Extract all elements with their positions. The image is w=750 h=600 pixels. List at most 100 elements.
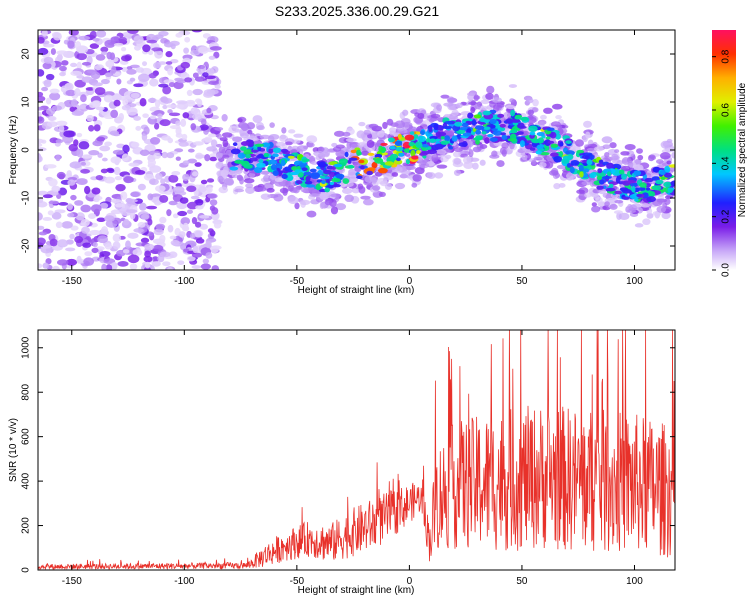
noise-blob [112, 149, 125, 155]
ridge-blob [519, 140, 525, 148]
noise-blob [80, 204, 92, 213]
noise-blob [38, 47, 49, 56]
halo-blob [581, 181, 592, 186]
noise-blob [45, 73, 55, 81]
halo-blob [362, 198, 374, 206]
ridge-blob [396, 157, 401, 162]
snr-ytick-label: 400 [21, 472, 32, 489]
ridge-blob [272, 147, 282, 154]
noise-blob [125, 197, 133, 204]
noise-blob [70, 70, 83, 76]
halo-blob [531, 107, 539, 113]
noise-blob [38, 263, 43, 269]
noise-blob [91, 247, 99, 254]
spectrogram-ytick-label: 0 [21, 147, 32, 153]
noise-blob [166, 267, 173, 270]
noise-blob [186, 89, 193, 97]
noise-blob [172, 213, 179, 219]
ridge-blob [240, 141, 250, 146]
ridge-blob [380, 161, 386, 166]
halo-blob [467, 140, 474, 148]
halo-blob [462, 156, 472, 164]
noise-blob [91, 82, 103, 87]
halo-blob [661, 211, 671, 220]
noise-blob [95, 54, 106, 61]
noise-blob [186, 209, 193, 214]
noise-blob [113, 42, 124, 47]
noise-blob [162, 104, 168, 110]
noise-blob [74, 40, 82, 50]
noise-blob [151, 256, 160, 263]
ridge-blob [489, 137, 498, 142]
noise-blob [107, 168, 115, 174]
spectrogram-xtick-label: 100 [626, 276, 643, 287]
noise-blob [38, 237, 46, 246]
noise-blob [140, 237, 150, 244]
noise-blob [137, 221, 146, 228]
noise-blob [41, 30, 48, 37]
halo-blob [263, 174, 271, 182]
noise-blob [158, 83, 169, 88]
ridge-blob [499, 123, 506, 128]
noise-blob [147, 50, 154, 56]
noise-blob [80, 154, 93, 159]
ridge-blob [462, 132, 472, 137]
ridge-blob [429, 138, 437, 144]
ridge-blob [605, 187, 616, 192]
noise-blob [206, 89, 219, 95]
noise-blob [149, 78, 159, 87]
halo-blob [659, 152, 671, 160]
ridge-blob [668, 164, 675, 168]
noise-blob [155, 172, 163, 180]
halo-blob [533, 156, 543, 161]
noise-blob [169, 235, 177, 240]
halo-blob [486, 85, 495, 94]
noise-blob [135, 67, 145, 73]
ridge-blob [287, 155, 295, 159]
halo-blob [285, 180, 291, 188]
noise-blob [69, 161, 82, 169]
ridge-blob [598, 159, 604, 164]
halo-blob [451, 109, 459, 117]
halo-blob [335, 144, 345, 149]
noise-blob [153, 228, 164, 236]
halo-blob [558, 183, 566, 188]
halo-blob [609, 142, 617, 149]
noise-blob [141, 132, 148, 142]
noise-blob [168, 174, 179, 183]
noise-blob [42, 217, 53, 221]
noise-blob [175, 32, 183, 38]
halo-blob [501, 142, 510, 149]
noise-blob [155, 223, 166, 230]
ridge-blob [281, 174, 288, 180]
halo-blob [455, 102, 463, 109]
noise-blob [48, 178, 58, 187]
ridge-blob [442, 125, 453, 130]
halo-blob [613, 210, 623, 215]
noise-blob [169, 125, 181, 130]
noise-blob [198, 186, 207, 193]
noise-blob [120, 191, 128, 200]
noise-blob [45, 97, 52, 105]
halo-blob [453, 147, 463, 153]
halo-blob [640, 203, 651, 208]
noise-blob [92, 241, 98, 248]
halo-blob [508, 84, 518, 88]
ridge-blob [309, 168, 317, 173]
halo-blob [412, 174, 422, 182]
noise-blob [55, 154, 61, 162]
halo-blob [526, 97, 534, 104]
noise-blob [211, 265, 220, 270]
noise-blob [209, 156, 218, 162]
noise-blob [66, 258, 78, 266]
noise-blob [154, 185, 166, 192]
noise-blob [194, 221, 202, 228]
noise-blob [180, 118, 187, 127]
ridge-blob [404, 134, 415, 141]
halo-blob [347, 171, 359, 179]
halo-blob [527, 109, 534, 116]
spectrogram-ytick-label: 10 [21, 96, 32, 108]
noise-blob [38, 116, 45, 124]
ridge-blob [243, 164, 253, 169]
